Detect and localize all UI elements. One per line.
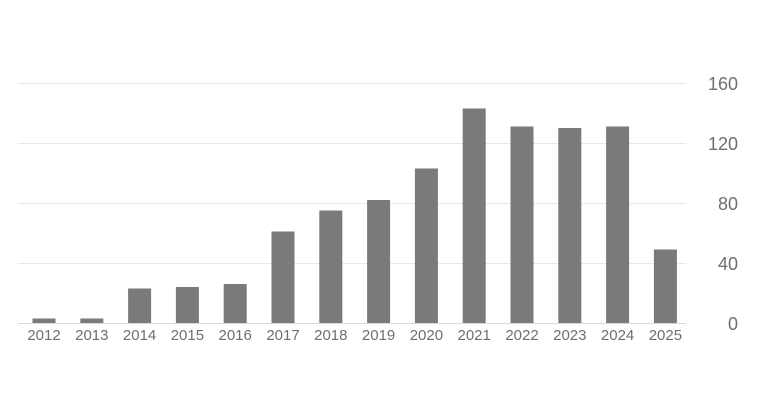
x-axis-tick-labels: 2012 2013 2014 2015 2016 2017 2018 2019 2020 2021…: [27, 327, 682, 344]
bars: [32, 108, 677, 323]
x-tick-label: 2016: [219, 327, 252, 344]
bar-2012: [32, 318, 56, 323]
x-tick-label: 2023: [553, 327, 586, 344]
x-tick-label: 2021: [458, 327, 491, 344]
bar-2015: [175, 287, 199, 323]
y-tick-label: 80: [718, 194, 738, 214]
x-tick-label: 2025: [649, 327, 682, 344]
bar-2021: [462, 108, 486, 323]
bar-2016: [223, 284, 247, 323]
x-tick-label: 2012: [27, 327, 60, 344]
bar-2024: [606, 126, 630, 323]
y-tick-label: 160: [708, 74, 738, 94]
x-tick-label: 2015: [171, 327, 204, 344]
bar-2023: [558, 128, 582, 323]
x-tick-label: 2022: [505, 327, 538, 344]
x-tick-label: 2017: [266, 327, 299, 344]
bar-2018: [319, 210, 343, 323]
bar-2022: [510, 126, 534, 323]
bar-2020: [414, 168, 438, 323]
y-tick-label: 120: [708, 134, 738, 154]
y-tick-label: 0: [728, 314, 738, 334]
x-tick-label: 2020: [410, 327, 443, 344]
bar-2025: [653, 249, 677, 323]
x-tick-label: 2024: [601, 327, 634, 344]
x-tick-label: 2014: [123, 327, 156, 344]
gridlines: [18, 83, 686, 324]
x-tick-label: 2018: [314, 327, 347, 344]
bar-2019: [367, 200, 391, 323]
y-axis-tick-labels: 0 40 80 120 160: [708, 74, 738, 334]
x-tick-label: 2019: [362, 327, 395, 344]
y-tick-label: 40: [718, 254, 738, 274]
bar-2017: [271, 231, 295, 323]
bar-2013: [80, 318, 104, 323]
x-tick-label: 2013: [75, 327, 108, 344]
bar-2014: [128, 288, 152, 323]
